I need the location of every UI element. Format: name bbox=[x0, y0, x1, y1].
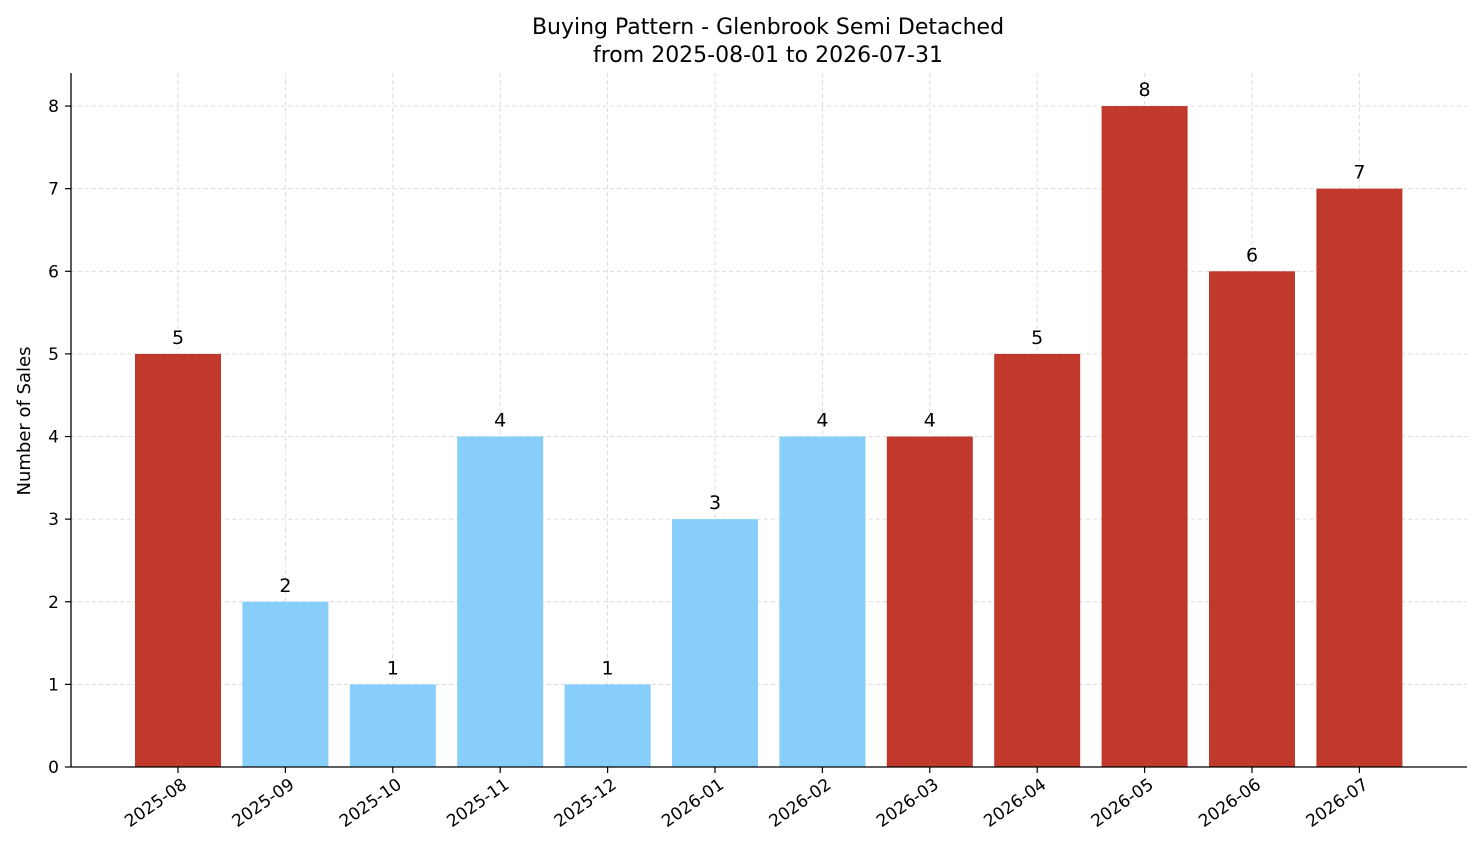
bar bbox=[135, 353, 221, 767]
data-label: 4 bbox=[816, 410, 828, 432]
chart-subtitle: from 2025-08-01 to 2026-07-31 bbox=[593, 43, 943, 68]
bar bbox=[779, 436, 866, 767]
data-label: 5 bbox=[172, 327, 184, 349]
data-label: 7 bbox=[1353, 162, 1365, 184]
x-tick-label: 2026-05 bbox=[1088, 775, 1158, 832]
bar bbox=[564, 684, 651, 767]
y-ticks: 0 1 2 3 4 5 6 7 8 bbox=[48, 97, 71, 778]
y-tick-label: 5 bbox=[48, 345, 59, 365]
y-tick-label: 4 bbox=[48, 428, 59, 448]
x-tick-label: 2026-07 bbox=[1303, 775, 1373, 832]
data-label: 3 bbox=[709, 492, 721, 514]
bar bbox=[349, 684, 436, 767]
chart-title: Buying Pattern - Glenbrook Semi Detached bbox=[532, 15, 1004, 40]
y-tick-label: 0 bbox=[48, 758, 59, 778]
x-tick-label: 2025-09 bbox=[229, 775, 299, 832]
y-tick-label: 7 bbox=[48, 180, 59, 200]
bars-layer bbox=[135, 106, 1403, 768]
bar bbox=[457, 436, 544, 767]
x-tick-label: 2026-04 bbox=[980, 775, 1050, 832]
data-label: 2 bbox=[279, 575, 291, 597]
bar bbox=[994, 353, 1081, 767]
x-tick-label: 2025-12 bbox=[551, 775, 621, 832]
data-label: 1 bbox=[387, 657, 399, 679]
y-tick-label: 2 bbox=[48, 593, 59, 613]
x-tick-label: 2026-03 bbox=[873, 775, 943, 832]
bar bbox=[242, 601, 329, 767]
data-label: 4 bbox=[924, 410, 936, 432]
y-axis-label: Number of Sales bbox=[14, 346, 35, 495]
x-ticks: 2025-08 2025-09 2025-10 2025-11 2025-12 2026-… bbox=[121, 767, 1372, 832]
y-tick-label: 6 bbox=[48, 262, 59, 282]
x-tick-label: 2026-02 bbox=[766, 775, 836, 832]
chart-title-group: Buying Pattern - Glenbrook Semi Detached… bbox=[532, 15, 1004, 68]
y-tick-label: 1 bbox=[48, 675, 59, 695]
y-tick-label: 3 bbox=[48, 510, 59, 530]
data-label: 6 bbox=[1246, 244, 1258, 266]
y-tick-label: 8 bbox=[48, 97, 59, 117]
data-labels: 5 2 1 4 1 3 4 4 5 8 6 7 bbox=[172, 79, 1365, 679]
bar bbox=[1101, 106, 1188, 768]
bar bbox=[886, 436, 973, 767]
bar bbox=[672, 519, 758, 767]
x-tick-label: 2026-06 bbox=[1195, 775, 1265, 832]
x-tick-label: 2026-01 bbox=[658, 775, 728, 832]
x-tick-label: 2025-11 bbox=[443, 775, 513, 832]
bar bbox=[1316, 188, 1403, 767]
data-label: 8 bbox=[1139, 79, 1151, 101]
data-label: 1 bbox=[602, 657, 614, 679]
x-tick-label: 2025-10 bbox=[336, 775, 406, 832]
x-tick-label: 2025-08 bbox=[121, 775, 191, 832]
data-label: 5 bbox=[1031, 327, 1043, 349]
bar bbox=[1209, 271, 1295, 767]
data-label: 4 bbox=[494, 410, 506, 432]
